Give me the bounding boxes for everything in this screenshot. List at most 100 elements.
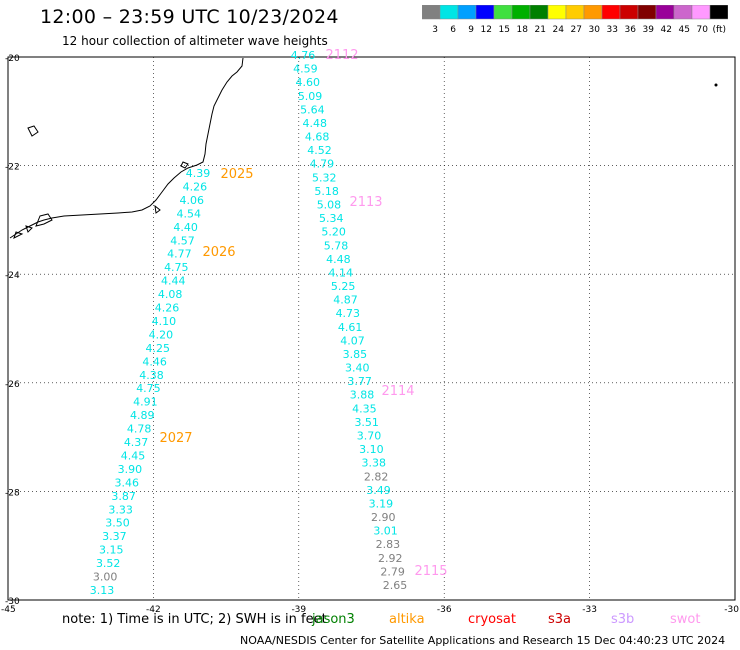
longitude-tick-label: -30	[724, 605, 739, 612]
latitude-tick-label: -26	[5, 380, 20, 390]
wave-height-value: 4.59	[293, 63, 318, 76]
wave-height-value: 4.75	[164, 261, 189, 274]
wave-height-value: 3.77	[347, 375, 372, 388]
longitude-tick-label: -39	[291, 605, 306, 612]
wave-height-value: 4.26	[183, 180, 208, 193]
small-island-dot	[714, 83, 718, 87]
wave-height-value: 4.48	[303, 117, 328, 130]
wave-height-value: 3.49	[366, 484, 391, 497]
wave-height-value: 4.20	[149, 328, 174, 341]
legend-label: 33	[607, 25, 618, 35]
longitude-tick-label: -33	[582, 605, 597, 612]
wave-height-value: 5.34	[319, 212, 344, 225]
legend-label: 9	[468, 25, 474, 35]
altimeter-track-west: 4.394.264.064.544.404.574.774.754.444.08…	[90, 167, 211, 597]
latitude-tick-label: -28	[5, 488, 20, 498]
wave-height-value: 4.25	[145, 342, 170, 355]
legend-label: 27	[571, 25, 582, 35]
wave-height-value: 5.64	[300, 103, 325, 116]
wave-height-value: 4.61	[338, 321, 363, 334]
wave-height-value: 4.79	[310, 158, 335, 171]
wave-height-value: 4.46	[142, 355, 167, 368]
wave-height-value: 4.38	[139, 369, 164, 382]
wave-height-value: 4.60	[295, 76, 320, 89]
wave-height-value: 4.35	[352, 402, 377, 415]
latitude-tick-label: -24	[5, 271, 20, 281]
mission-label-swot: swot	[670, 612, 701, 627]
longitude-tick-label: -36	[437, 605, 452, 612]
pass-label: 2114	[381, 384, 414, 399]
legend-label: 12	[481, 25, 492, 35]
wave-height-value: 3.52	[96, 557, 121, 570]
longitude-tick-labels: -45 -42 -39 -36 -33 -30	[1, 605, 739, 612]
legend-label: 24	[553, 25, 565, 35]
wave-height-value: 4.06	[180, 194, 205, 207]
wave-height-value: 2.65	[383, 579, 408, 592]
wave-height-value: 2.82	[364, 470, 389, 483]
legend-label: 70	[697, 25, 709, 35]
latitude-tick-labels: -20 -22 -24 -26 -28 -30	[5, 54, 20, 607]
wave-height-value: 5.18	[314, 185, 339, 198]
legend-label: (ft)	[712, 25, 726, 35]
legend-label: 42	[661, 25, 672, 35]
altimeter-map: -20 -22 -24 -26 -28 -30 -45 -42 -39 -36 -33 -30 4.…	[1, 48, 739, 612]
wave-height-value: 4.08	[158, 288, 183, 301]
wave-height-value: 3.15	[99, 544, 124, 557]
wave-height-value: 4.40	[173, 221, 198, 234]
pass-label: 2026	[202, 245, 235, 260]
wave-height-value: 3.19	[369, 497, 394, 510]
wave-height-value: 4.07	[340, 334, 365, 347]
legend-label: 21	[535, 25, 546, 35]
wave-height-value: 4.45	[121, 449, 146, 462]
pass-label: 2113	[349, 195, 382, 210]
wave-height-value: 4.73	[336, 307, 361, 320]
wave-height-value: 3.51	[354, 416, 379, 429]
mission-label-altika: altika	[389, 612, 425, 627]
wave-height-value: 4.52	[307, 144, 332, 157]
wave-height-value: 3.40	[345, 362, 370, 375]
map-subtitle: 12 hour collection of altimeter wave hei…	[62, 34, 328, 48]
wave-height-value: 3.70	[357, 430, 382, 443]
wave-height-value: 4.91	[133, 396, 158, 409]
legend-label: 39	[643, 25, 655, 35]
mission-label-s3a: s3a	[548, 612, 572, 627]
wave-height-value: 5.25	[331, 280, 356, 293]
wave-height-value: 2.79	[380, 565, 405, 578]
longitude-tick-label: -45	[1, 605, 16, 612]
map-grid	[8, 57, 735, 600]
wave-height-value: 2.92	[378, 552, 403, 565]
latitude-tick-label: -22	[5, 163, 20, 173]
wave-height-value: 4.77	[167, 248, 192, 261]
latitude-tick-label: -30	[5, 597, 20, 607]
legend-swatch	[709, 5, 728, 20]
wave-height-value: 3.85	[343, 348, 368, 361]
wave-height-value: 4.44	[161, 275, 186, 288]
wave-height-value: 5.20	[321, 226, 346, 239]
wave-height-value: 4.57	[170, 234, 195, 247]
wave-height-value: 4.68	[305, 131, 330, 144]
wave-height-value: 3.33	[108, 503, 133, 516]
mission-label-s3b: s3b	[611, 612, 635, 627]
wave-height-value: 3.38	[362, 457, 387, 470]
wave-height-value: 5.09	[298, 90, 323, 103]
coastline	[9, 57, 244, 239]
legend-label: 3	[432, 25, 438, 35]
wave-height-value: 4.76	[291, 49, 316, 62]
wave-height-value: 3.13	[90, 584, 115, 597]
wave-height-value: 4.75	[136, 382, 161, 395]
wave-height-color-legend: 3 6 9 12 15 18 21 24 27 30 33 36 39 42 45 70 (ft)	[422, 5, 728, 35]
pass-label: 2025	[220, 167, 253, 182]
wave-height-value: 2.83	[376, 538, 401, 551]
wave-height-value: 3.90	[118, 463, 143, 476]
footer-credit: NOAA/NESDIS Center for Satellite Applica…	[240, 634, 726, 647]
legend-label: 36	[625, 25, 637, 35]
wave-height-value: 3.00	[93, 571, 118, 584]
map-frame	[7, 56, 736, 601]
wave-height-value: 3.46	[115, 476, 140, 489]
altimeter-track-east: 4.764.594.605.095.644.484.684.524.795.32…	[291, 49, 408, 592]
mission-label-cryosat: cryosat	[468, 612, 516, 627]
latitude-tick-label: -20	[5, 54, 20, 64]
wave-height-value: 4.87	[333, 294, 358, 307]
wave-height-value: 3.10	[359, 443, 384, 456]
wave-height-value: 2.90	[371, 511, 396, 524]
